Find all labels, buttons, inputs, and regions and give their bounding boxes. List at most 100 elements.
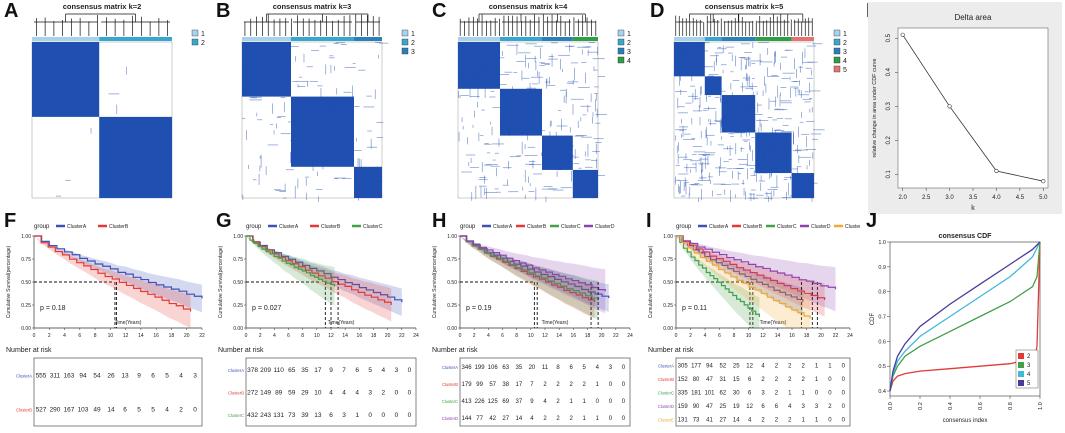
matrix-speckle [683, 182, 685, 191]
risk-cell: 2 [788, 377, 792, 383]
km-legend: group ClusterA ClusterB ClusterC [246, 224, 383, 230]
matrix-speckle [745, 79, 750, 81]
matrix-speckle [461, 117, 463, 123]
matrix-speckle [275, 123, 277, 129]
matrix-speckle [728, 158, 733, 160]
x-tick-label: 8 [94, 333, 97, 339]
matrix-speckle [686, 163, 688, 173]
cluster-bar-segment [721, 37, 756, 41]
x-tick-label: 0.2 [918, 402, 924, 410]
risk-cell: 5 [368, 367, 372, 374]
risk-cell: 57 [489, 382, 496, 388]
x-tick-label: 1.0 [1038, 402, 1044, 410]
km-curve [676, 235, 826, 301]
risk-table-title: Number at risk [648, 347, 694, 354]
matrix-speckle [689, 183, 698, 185]
x-tick-label: 10 [108, 333, 114, 339]
matrix-speckle [752, 149, 753, 161]
matrix-speckle [797, 94, 810, 96]
matrix-block [755, 132, 792, 174]
matrix-speckle [727, 146, 728, 150]
matrix-speckle [585, 177, 587, 186]
risk-cell: 2 [381, 390, 385, 397]
matrix-speckle [793, 81, 800, 82]
y-tick-label: 0.50 [447, 280, 457, 286]
legend-swatch [1018, 380, 1024, 386]
matrix-speckle [770, 166, 772, 172]
matrix-speckle [745, 107, 755, 109]
matrix-speckle [525, 125, 535, 127]
matrix-speckle [459, 95, 461, 99]
x-tick-label: 14 [138, 333, 144, 339]
x-tick-label: 0 [675, 333, 678, 339]
matrix-speckle [784, 176, 796, 178]
matrix-speckle [333, 103, 335, 114]
matrix-speckle [749, 193, 756, 195]
matrix-speckle [758, 132, 763, 134]
matrix-speckle [469, 96, 480, 97]
matrix-speckle [524, 54, 526, 68]
risk-cell: 2 [569, 416, 573, 422]
risk-cell: 3 [193, 373, 197, 380]
matrix-speckle [366, 95, 372, 97]
x-tick-label: 8 [301, 333, 304, 339]
matrix-speckle [802, 51, 803, 65]
risk-cell: 6 [151, 373, 155, 380]
matrix-speckle [699, 42, 710, 44]
matrix-speckle [525, 163, 535, 165]
risk-cell: 110 [274, 367, 285, 374]
matrix-speckle [484, 187, 486, 196]
matrix-speckle [769, 168, 771, 180]
matrix-speckle [255, 75, 257, 80]
risk-cell: 7 [530, 382, 534, 388]
x-tick-label: 4.0 [992, 195, 1001, 201]
matrix-speckle [776, 175, 778, 188]
risk-cell: 4 [179, 373, 183, 380]
risk-cell: 77 [476, 416, 483, 422]
legend-label: 3 [627, 49, 631, 56]
matrix-speckle [575, 134, 587, 136]
matrix-speckle [294, 185, 296, 199]
matrix-speckle [710, 180, 712, 185]
risk-cell: 99 [476, 382, 483, 388]
matrix-speckle [774, 108, 782, 110]
matrix-speckle [738, 57, 746, 58]
matrix-speckle [735, 125, 744, 126]
matrix-speckle [527, 132, 529, 141]
risk-cell: 346 [462, 365, 473, 371]
km-legend: group ClusterA ClusterB [34, 224, 129, 230]
matrix-speckle [681, 133, 683, 138]
matrix-speckle [594, 69, 598, 71]
legend-title: group [34, 224, 50, 230]
matrix-speckle [791, 168, 799, 170]
risk-cell: 199 [475, 365, 486, 371]
risk-cell: 0 [828, 377, 832, 383]
legend-label: ClusterB [109, 224, 129, 230]
cluster-bar-segment [542, 37, 573, 41]
x-tick-label: 0 [33, 333, 36, 339]
matrix-speckle [771, 172, 772, 176]
matrix-speckle [723, 161, 729, 162]
matrix-speckle [683, 159, 693, 161]
matrix-speckle [751, 63, 756, 64]
matrix-speckle [740, 86, 752, 88]
matrix-title: consensus matrix k=3 [273, 2, 352, 11]
matrix-speckle [273, 130, 275, 135]
matrix-speckle [770, 186, 779, 188]
matrix-speckle [690, 160, 701, 162]
matrix-speckle [716, 90, 726, 92]
matrix-speckle [747, 197, 758, 199]
risk-cell: 3 [395, 367, 399, 374]
matrix-speckle [469, 167, 480, 169]
legend-label: 4 [843, 58, 847, 65]
matrix-speckle [677, 112, 689, 114]
consensus-cdf-plot: consensus CDF 0.0 0.2 0.4 0.6 0.8 1.0 0.4 0.5 0.6… [870, 233, 1044, 424]
matrix-speckle [308, 106, 320, 108]
legend-label: ClusterE [845, 224, 860, 230]
risk-cell: 26 [107, 373, 115, 380]
risk-row-label: ClusterA [228, 368, 244, 373]
risk-cell: 0 [408, 390, 412, 397]
matrix-speckle [574, 135, 584, 137]
matrix-speckle [746, 117, 748, 128]
